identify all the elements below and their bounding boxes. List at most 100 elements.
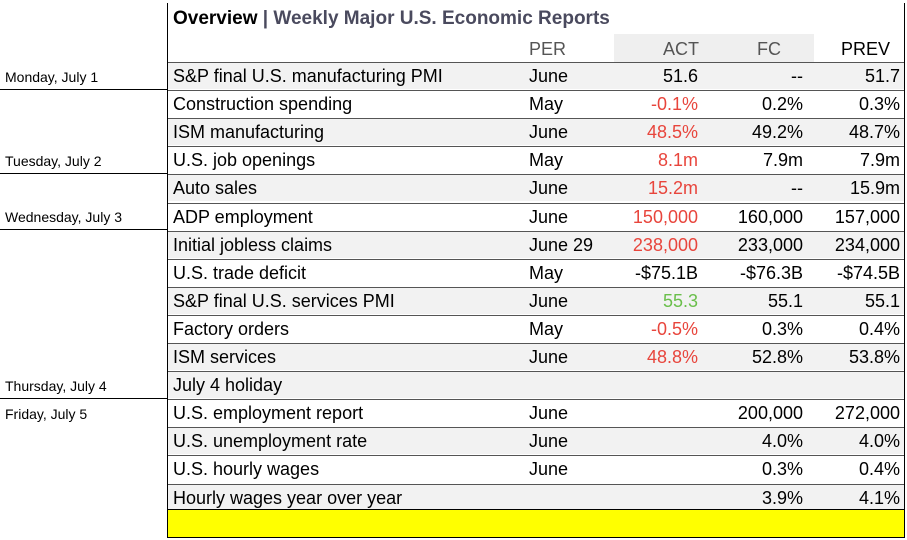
actual-cell: -0.5% bbox=[650, 318, 698, 339]
actual-cell: 8.1m bbox=[657, 150, 698, 171]
day-label-friday: Friday, July 5 bbox=[5, 406, 88, 422]
period-cell: June bbox=[529, 431, 569, 452]
forecast-cell: 49.2% bbox=[751, 122, 803, 143]
report-name: Construction spending bbox=[173, 94, 353, 115]
title-subtitle: Weekly Major U.S. Economic Reports bbox=[273, 8, 610, 29]
forecast-cell: 233,000 bbox=[737, 234, 803, 255]
period-cell: May bbox=[529, 318, 564, 339]
period-cell: June 29 bbox=[529, 234, 594, 255]
table-row: S&P final U.S. services PMI June 55.3 55.1 5… bbox=[168, 286, 904, 314]
report-name: U.S. hourly wages bbox=[173, 459, 320, 480]
day-column: Monday, July 1 Tuesday, July 2 Wednesday… bbox=[0, 0, 168, 540]
report-name: July 4 holiday bbox=[173, 375, 283, 396]
actual-cell: -$75.1B bbox=[634, 262, 698, 283]
report-name: ISM services bbox=[173, 347, 277, 367]
column-header-act: ACT bbox=[663, 39, 699, 59]
table-row: U.S. employment report June 200,000 272,000 bbox=[168, 399, 904, 426]
header-shade bbox=[614, 34, 814, 63]
forecast-cell: 0.3% bbox=[761, 318, 803, 339]
report-name: ADP employment bbox=[173, 206, 313, 227]
forecast-cell: 52.8% bbox=[751, 347, 803, 367]
table-row: Construction spending May -0.1% 0.2% 0.3% bbox=[168, 90, 904, 117]
table-row: U.S. unemployment rate June 4.0% 4.0% bbox=[168, 427, 904, 455]
previous-cell: 0.4% bbox=[858, 459, 900, 480]
report-name: Hourly wages year over year bbox=[173, 487, 403, 508]
day-label-tuesday: Tuesday, July 2 bbox=[5, 153, 102, 169]
period-cell: June bbox=[529, 206, 569, 227]
actual-cell: 48.5% bbox=[646, 122, 698, 143]
previous-cell: 7.9m bbox=[859, 150, 900, 171]
previous-cell: 53.8% bbox=[848, 347, 900, 367]
table-row: U.S. trade deficit May -$75.1B -$76.3B -$74.… bbox=[168, 258, 904, 286]
forecast-cell: 3.9% bbox=[761, 487, 803, 508]
highlight-row bbox=[168, 509, 904, 537]
previous-cell: 272,000 bbox=[834, 403, 900, 424]
actual-cell: 51.6 bbox=[662, 66, 698, 86]
report-name: S&P final U.S. services PMI bbox=[173, 290, 395, 311]
column-header-prev: PREV bbox=[841, 39, 891, 59]
table-row: ISM manufacturing June 48.5% 49.2% 48.7% bbox=[168, 118, 904, 146]
period-cell: June bbox=[529, 122, 569, 143]
period-cell: June bbox=[529, 403, 569, 424]
period-cell: June bbox=[529, 459, 569, 480]
report-name: Factory orders bbox=[173, 318, 290, 339]
previous-cell: 4.1% bbox=[858, 487, 900, 508]
day-separator bbox=[0, 398, 168, 399]
previous-cell: 51.7 bbox=[864, 66, 900, 86]
forecast-cell: 4.0% bbox=[761, 431, 803, 452]
actual-cell: 48.8% bbox=[646, 347, 698, 367]
report-name: ISM manufacturing bbox=[173, 122, 325, 143]
table-row: Initial jobless claims June 29 238,000 233,… bbox=[168, 230, 904, 258]
actual-cell: -0.1% bbox=[650, 94, 698, 115]
report-name: U.S. job openings bbox=[173, 150, 316, 171]
previous-cell: 55.1 bbox=[864, 290, 900, 311]
day-separator bbox=[0, 173, 168, 174]
period-cell: June bbox=[529, 290, 569, 311]
forecast-cell: -- bbox=[791, 66, 803, 86]
day-label-wednesday: Wednesday, July 3 bbox=[5, 209, 122, 225]
actual-cell: 55.3 bbox=[662, 290, 698, 311]
forecast-cell: 7.9m bbox=[762, 150, 803, 171]
title-separator: | bbox=[257, 8, 274, 29]
previous-cell: 0.3% bbox=[858, 94, 900, 115]
period-cell: May bbox=[529, 262, 564, 283]
day-label-monday: Monday, July 1 bbox=[5, 69, 99, 85]
table-row: U.S. job openings May 8.1m 7.9m 7.9m bbox=[168, 146, 904, 173]
previous-cell: 157,000 bbox=[834, 206, 900, 227]
previous-cell: 48.7% bbox=[848, 122, 900, 143]
report-name: U.S. employment report bbox=[173, 403, 364, 424]
period-cell: May bbox=[529, 150, 564, 171]
title-main: Overview bbox=[173, 8, 258, 29]
report-name: Initial jobless claims bbox=[173, 234, 333, 255]
forecast-cell: -- bbox=[791, 178, 803, 199]
report-name: Auto sales bbox=[173, 178, 258, 199]
table-row: U.S. hourly wages June 0.3% 0.4% bbox=[168, 455, 904, 482]
actual-cell: 150,000 bbox=[632, 206, 698, 227]
day-separator bbox=[0, 89, 168, 90]
previous-cell: 234,000 bbox=[834, 234, 900, 255]
day-separator bbox=[0, 229, 168, 230]
table-row: ADP employment June 150,000 160,000 157,000 bbox=[168, 202, 904, 230]
actual-cell: 238,000 bbox=[632, 234, 698, 255]
column-header-fc: FC bbox=[757, 39, 781, 59]
reports-table bbox=[167, 3, 905, 538]
previous-cell: -$74.5B bbox=[836, 262, 900, 283]
table-row: Factory orders May -0.5% 0.3% 0.4% bbox=[168, 314, 904, 342]
period-cell: May bbox=[529, 94, 564, 115]
report-name: U.S. unemployment rate bbox=[173, 431, 368, 452]
table-row: ISM services June 48.8% 52.8% 53.8% bbox=[168, 343, 904, 370]
table-row: Hourly wages year over year 3.9% 4.1% bbox=[168, 483, 904, 511]
table-row: July 4 holiday bbox=[168, 371, 904, 399]
report-name: U.S. trade deficit bbox=[173, 262, 307, 283]
previous-cell: 4.0% bbox=[858, 431, 900, 452]
forecast-cell: 200,000 bbox=[737, 403, 803, 424]
forecast-cell: -$76.3B bbox=[739, 262, 803, 283]
column-header-per: PER bbox=[529, 39, 567, 59]
table-row: S&P final U.S. manufacturing PMI June 51.6… bbox=[168, 62, 904, 89]
report-name: S&P final U.S. manufacturing PMI bbox=[173, 66, 443, 86]
day-label-thursday: Thursday, July 4 bbox=[5, 378, 107, 394]
forecast-cell: 55.1 bbox=[767, 290, 803, 311]
forecast-cell: 160,000 bbox=[737, 206, 803, 227]
period-cell: June bbox=[529, 66, 569, 86]
page-title: Overview | Weekly Major U.S. Economic Re… bbox=[173, 6, 610, 32]
